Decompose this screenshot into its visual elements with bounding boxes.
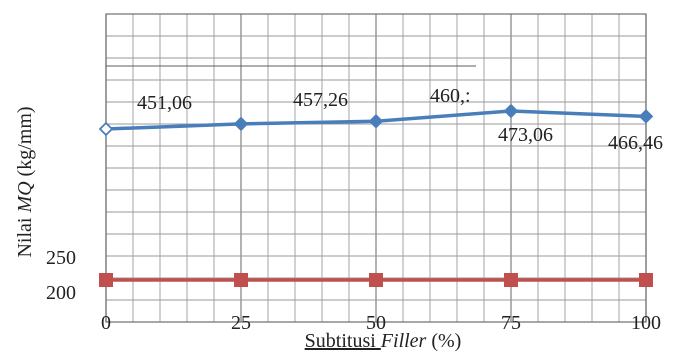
y-axis-title-italic: MQ [14,181,36,214]
data-label: 466,46 [608,132,663,154]
plot-frame [105,13,647,323]
tick-labels: 0 25 50 75 100 200 250 [46,247,661,334]
data-label: 457,26 [293,89,348,111]
x-tick-label: 50 [366,312,386,334]
x-axis-title-tail: (%) [426,330,461,352]
series-1-point [369,273,383,287]
x-axis-title-italic: Filler [380,330,427,352]
series-0-point [233,116,249,132]
y-axis-title-main: Nilai [14,213,36,258]
x-tick-label: 0 [101,312,111,334]
series-0-point [98,121,114,137]
x-tick-label: 75 [501,312,521,334]
series-1-point [639,273,653,287]
data-label: 473,06 [498,124,553,146]
series-0-point [368,114,384,129]
y-axis-title: Nilai MQ (kg/mm) [14,106,36,257]
y-axis-title-tail: (kg/mm) [14,106,36,181]
x-tick-label: 100 [631,312,661,334]
data-labels: 451,06 457,26 460,: 473,06 466,46 [137,85,663,154]
series-0-point [638,109,654,124]
data-label: 451,06 [137,92,192,114]
data-label: 460,: [430,85,471,107]
series-layer [98,103,654,287]
plot-grid [105,13,647,323]
y-tick-label: 200 [46,282,76,304]
x-tick-label: 25 [231,312,251,334]
x-axis-title-main: Subtitusi [305,330,381,352]
y-tick-label: 250 [46,247,76,269]
x-axis-title: Subtitusi Filler (%) [305,330,462,352]
series-1-point [234,273,248,287]
series-0-point [503,103,519,119]
series-1-point [504,273,518,287]
series-1-point [99,273,113,287]
